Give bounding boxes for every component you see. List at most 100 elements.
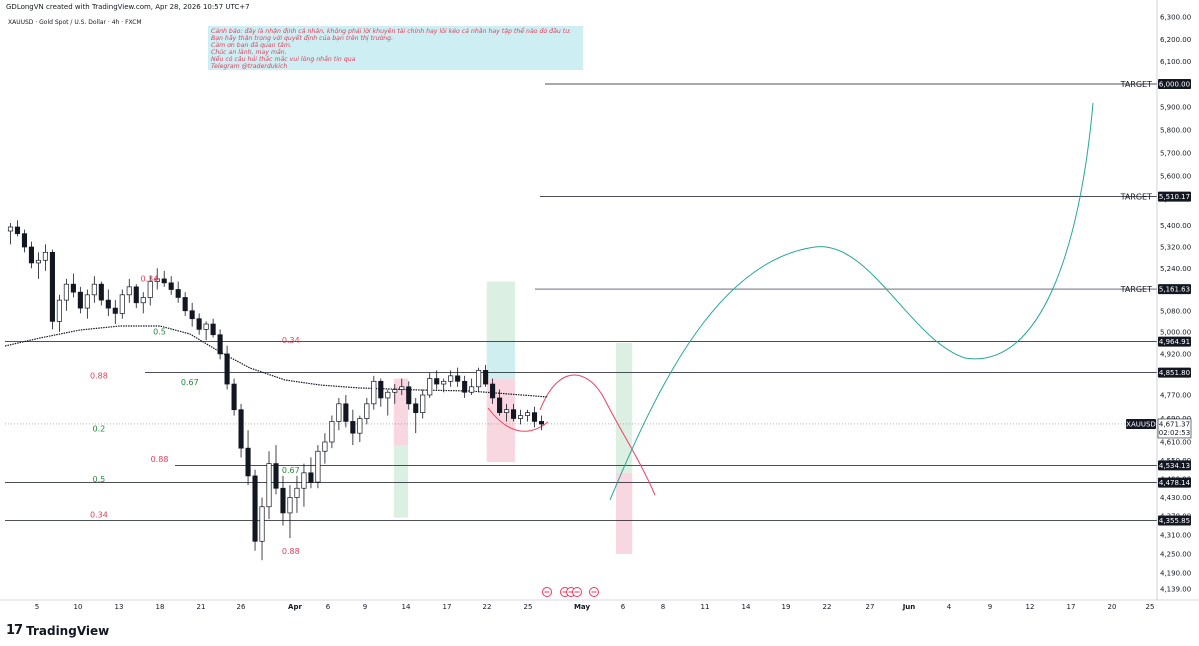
price-tick-label: 5,240.00 — [1160, 265, 1191, 273]
candle — [448, 370, 454, 387]
candle — [524, 409, 531, 422]
projection-curves — [4, 102, 1094, 501]
price-tag-bg — [1158, 460, 1191, 471]
candle — [91, 276, 97, 303]
candle-body — [336, 403, 342, 422]
symbol-tag-text: XAUUSD — [1126, 420, 1156, 428]
time-tick-label: 14 — [402, 603, 411, 611]
candle-body — [210, 323, 216, 336]
candle — [420, 389, 426, 419]
candle-body — [91, 283, 97, 296]
candle-body — [497, 397, 503, 413]
current-price-text: 4,671.37 — [1159, 420, 1190, 428]
candle — [182, 292, 188, 317]
candle-body — [350, 421, 356, 434]
candle-body — [161, 278, 167, 284]
candle — [392, 384, 398, 404]
price-tag-bg — [1158, 79, 1191, 89]
event-icon — [589, 587, 599, 597]
price-tick-label: 5,320.00 — [1160, 244, 1191, 252]
candle-body — [49, 251, 55, 322]
price-tag-text: 4,355.85 — [1159, 517, 1190, 525]
candle-body — [357, 418, 363, 434]
time-tick-label: 8 — [661, 603, 665, 611]
candle — [517, 409, 524, 425]
price-tag-text: 6,000.00 — [1159, 81, 1190, 89]
candle — [301, 463, 307, 507]
note-line: Cảm ơn bạn đã quan tâm. — [211, 42, 292, 49]
price-tick-label: 4,250.00 — [1160, 550, 1191, 558]
candle-body — [308, 472, 314, 483]
candle-body — [252, 475, 258, 542]
candle — [210, 318, 216, 338]
candle-body — [287, 497, 293, 514]
fib-zone — [486, 341, 516, 379]
fib-label: 0.67 — [181, 378, 199, 387]
tradingview-logo[interactable]: 17 TradingView — [6, 623, 109, 638]
candle — [49, 249, 55, 330]
price-tag-bg — [1158, 367, 1191, 378]
candle-body — [441, 380, 447, 385]
price-tick-label: 5,600.00 — [1160, 173, 1191, 181]
fib-label: 0.5 — [93, 475, 106, 484]
candle — [35, 252, 41, 279]
tradingview-brand: TradingView — [26, 623, 110, 638]
candle — [259, 497, 265, 561]
time-tick-label: 18 — [156, 603, 165, 611]
candle-body — [517, 415, 524, 419]
candle — [105, 289, 111, 317]
fib-labels: 0.34 0.5 0.88 0.34 0.67 0.88 0.88 0.5 0.34 0.2 0.6… — [90, 275, 300, 556]
candle-body — [77, 291, 83, 309]
price-tick-label: 5,800.00 — [1160, 127, 1191, 135]
price-tick-label: 5,000.00 — [1160, 329, 1191, 337]
price-tag-text: 5,161.63 — [1159, 286, 1190, 294]
candle-body — [28, 246, 35, 264]
warning-note: Cảnh báo: đây là nhận định cá nhân, khôn… — [208, 26, 583, 70]
candle-body — [154, 278, 160, 282]
note-line: Bạn hãy thận trọng với quyết định của bạ… — [211, 35, 394, 42]
note-line: Nếu có câu hỏi thắc mắc vui lòng nhắn ti… — [211, 56, 356, 63]
price-tag-bg — [1158, 284, 1191, 295]
time-tick-label: 25 — [1146, 603, 1155, 611]
price-tag: 4,534.13 — [1158, 460, 1191, 471]
candle-body — [413, 403, 419, 413]
candle-body — [483, 369, 489, 385]
price-tick-label: 4,770.00 — [1160, 392, 1191, 400]
candle-body — [531, 412, 538, 422]
time-tick-label: 12 — [1026, 603, 1035, 611]
candle — [140, 292, 146, 314]
candle-body — [406, 386, 412, 405]
price-tag-text: 4,478.14 — [1159, 479, 1191, 487]
candle-body — [511, 409, 517, 419]
candle — [189, 302, 195, 327]
candle — [385, 389, 391, 416]
price-axis: 4,139.004,190.004,250.004,310.004,370.00… — [1156, 0, 1191, 600]
price-tag-text: 4,964.91 — [1159, 338, 1190, 346]
candle — [21, 229, 28, 253]
candle-body — [224, 353, 230, 385]
candle — [266, 451, 272, 520]
candle — [371, 375, 377, 410]
candle-body — [427, 378, 433, 396]
tradingview-logo-icon: 17 — [6, 623, 23, 638]
candle-body — [364, 403, 370, 419]
candle-body — [538, 421, 545, 425]
candle — [119, 289, 125, 319]
time-tick-label: 22 — [483, 603, 492, 611]
candle — [455, 367, 461, 387]
fib-label: 0.88 — [90, 372, 108, 381]
price-tick-label: 4,920.00 — [1160, 350, 1191, 358]
candle — [531, 406, 538, 428]
candle — [84, 289, 90, 319]
candle — [329, 415, 335, 449]
time-tick-label: 17 — [1067, 603, 1076, 611]
time-tick-label: Jun — [902, 603, 916, 611]
candle-body — [119, 294, 125, 314]
candle-body — [245, 447, 251, 477]
candle — [406, 381, 412, 410]
price-tick-label: 6,300.00 — [1160, 14, 1191, 22]
time-tick-label: 10 — [74, 603, 83, 611]
note-line: Cảnh báo: đây là nhận định cá nhân, khôn… — [211, 28, 572, 35]
